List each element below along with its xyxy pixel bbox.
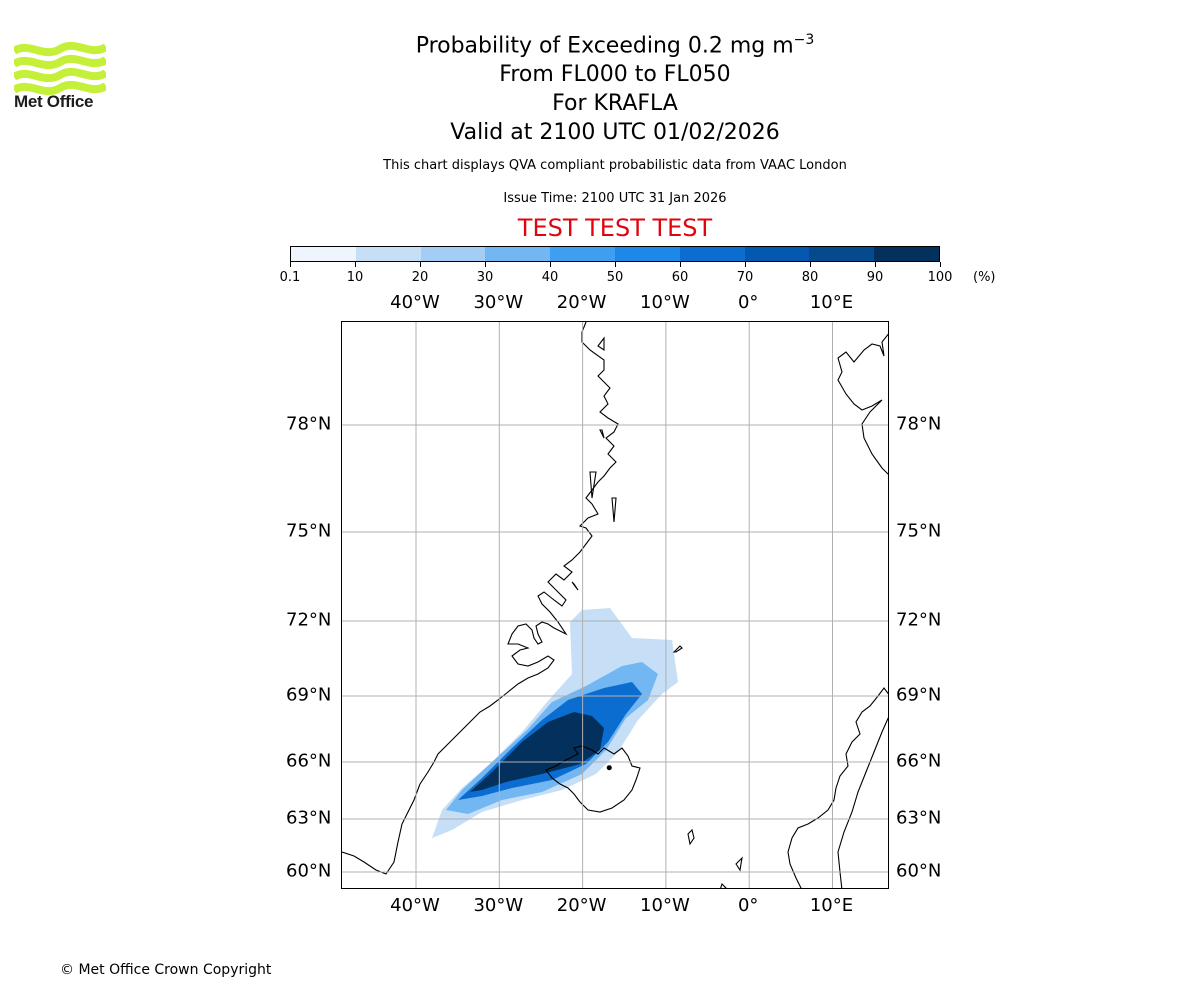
colorbar-units: (%) [973, 270, 996, 285]
issue-time: Issue Time: 2100 UTC 31 Jan 2026 [503, 191, 727, 206]
map-canvas [342, 322, 888, 888]
latitude-label-right: 69°N [896, 684, 942, 706]
latitude-label-left: 72°N [286, 609, 332, 631]
longitude-label-top: 40°W [390, 292, 440, 313]
longitude-label-bottom: 40°W [390, 895, 440, 916]
longitude-label-top: 20°W [556, 292, 607, 313]
chart-title-block: Probability of Exceeding 0.2 mg m−3 From… [0, 26, 1200, 147]
coastline-greenland-fjord [571, 336, 617, 591]
map-frame [341, 321, 889, 889]
colorbar-tick-label: 40 [541, 270, 559, 285]
colorbar-segment [744, 247, 810, 261]
chart-title: Probability of Exceeding 0.2 mg m−3 [415, 32, 815, 59]
colorbar-tick-label: 60 [671, 270, 689, 285]
colorbar-tick [939, 262, 941, 267]
logo-wave-stripe [14, 54, 106, 70]
coastline-iceland [545, 745, 641, 813]
coastline-jan-mayen [672, 645, 683, 653]
colorbar-segment [614, 247, 680, 261]
met-office-logo-text: Met Office [14, 92, 94, 111]
colorbar-segment [355, 247, 421, 261]
longitude-label-top: 0° [737, 292, 759, 313]
colorbar-tick-label: 70 [736, 270, 754, 285]
coastlines [342, 322, 888, 888]
logo-wave-stripe [14, 80, 106, 96]
colorbar-tick [549, 262, 551, 267]
coastline-svalbard [837, 333, 888, 475]
colorbar-segment [291, 247, 356, 261]
colorbar-segment [420, 247, 486, 261]
colorbar-tick-label: 30 [476, 270, 494, 285]
colorbar-tick [679, 262, 681, 267]
latitude-label-right: 72°N [896, 609, 942, 631]
test-banner: TEST TEST TEST [517, 214, 713, 242]
colorbar-segment [874, 247, 939, 261]
coastline-norway [787, 687, 888, 888]
graticule [342, 322, 888, 888]
coastline-faroe [687, 828, 695, 846]
logo-wave-stripe [14, 67, 106, 83]
colorbar-tick [419, 262, 421, 267]
colorbar-tick [484, 262, 486, 267]
latitude-label-left: 69°N [286, 684, 332, 706]
colorbar-segment [550, 247, 615, 261]
probability-colorbar [290, 246, 940, 262]
longitude-label-top: 10°E [809, 292, 854, 313]
volcano-marker [606, 765, 612, 771]
colorbar-tick [614, 262, 616, 267]
latitude-label-left: 63°N [286, 807, 332, 829]
longitude-label-top: 10°W [640, 292, 690, 313]
coastline-greenland [342, 322, 619, 875]
colorbar-segment [485, 247, 551, 261]
longitude-label-bottom: 20°W [556, 895, 607, 916]
longitude-label-bottom: 30°W [473, 895, 524, 916]
longitude-label-top: 30°W [473, 292, 524, 313]
plume-90pct [470, 712, 604, 792]
flight-level-range: From FL000 to FL050 [499, 62, 731, 88]
colorbar-segment [809, 247, 875, 261]
met-office-wave-logo [14, 41, 106, 96]
latitude-label-right: 60°N [896, 860, 942, 882]
colorbar-tick [744, 262, 746, 267]
latitude-label-right: 66°N [896, 750, 942, 772]
latitude-label-left: 75°N [286, 520, 332, 542]
colorbar-tick [874, 262, 876, 267]
valid-time: Valid at 2100 UTC 01/02/2026 [450, 120, 780, 146]
latitude-label-left: 66°N [286, 750, 332, 772]
colorbar-tick-label: 20 [411, 270, 429, 285]
colorbar-tick-label: 100 [927, 270, 953, 285]
chart-description: This chart displays QVA compliant probab… [383, 158, 847, 173]
latitude-label-left: 78°N [286, 413, 332, 435]
longitude-label-bottom: 10°W [640, 895, 690, 916]
colorbar-tick [809, 262, 811, 267]
unit-exponent: −3 [793, 32, 815, 48]
colorbar-tick [289, 262, 291, 267]
logo-wave-stripe [14, 41, 106, 57]
colorbar-tick-label: 10 [346, 270, 364, 285]
volcano-name: For KRAFLA [552, 91, 678, 117]
longitude-label-bottom: 10°E [809, 895, 854, 916]
colorbar-tick-label: 80 [801, 270, 819, 285]
longitude-label-bottom: 0° [737, 895, 759, 916]
latitude-label-right: 78°N [896, 413, 942, 435]
colorbar-tick-label: 0.1 [279, 270, 301, 285]
colorbar-tick-label: 50 [606, 270, 624, 285]
latitude-label-right: 75°N [896, 520, 942, 542]
coastline-shetland [720, 856, 743, 888]
latitude-label-left: 60°N [286, 860, 332, 882]
colorbar-tick [354, 262, 356, 267]
latitude-label-right: 63°N [896, 807, 942, 829]
colorbar-segment [679, 247, 745, 261]
copyright: © Met Office Crown Copyright [60, 962, 272, 978]
colorbar-tick-label: 90 [866, 270, 884, 285]
